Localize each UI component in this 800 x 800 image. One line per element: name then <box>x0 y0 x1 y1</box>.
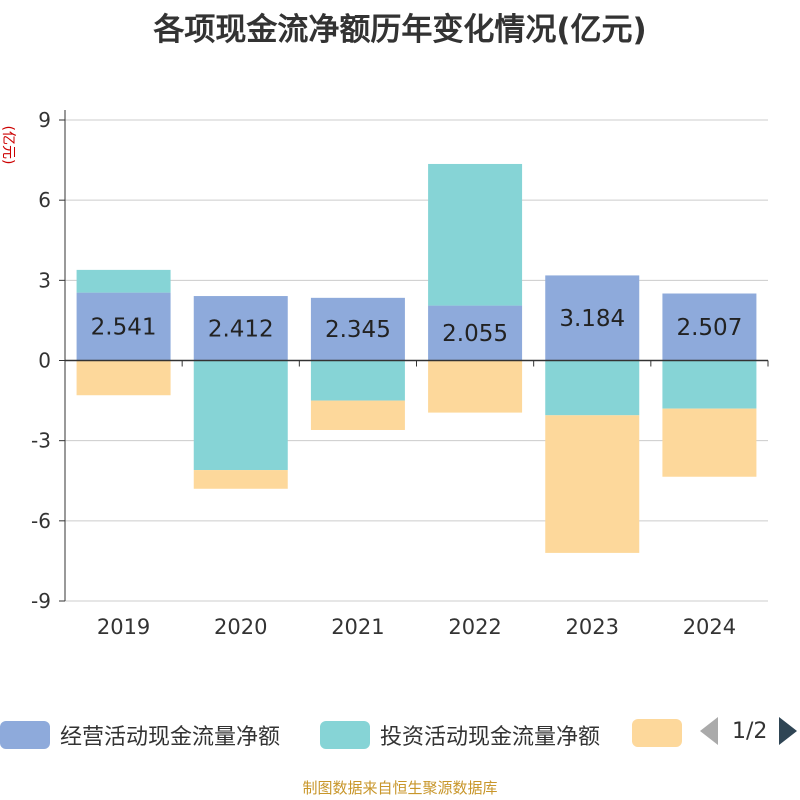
legend-item-operating[interactable]: 经营活动现金流量净额 <box>0 719 280 751</box>
bar-value-label: 2.345 <box>325 317 391 343</box>
y-tick-label: -6 <box>31 509 51 533</box>
bar-value-label: 2.541 <box>91 315 157 341</box>
y-tick-label: 0 <box>38 349 51 373</box>
legend-pager: 1/2 <box>700 717 798 745</box>
bar-series-1-2024 <box>662 360 757 409</box>
y-tick-label: 9 <box>38 108 51 132</box>
y-tick-label: 6 <box>38 188 51 212</box>
bar-chart: -9 -6 -3 0 3 6 9 (亿元) 2.541 2.412 2.345 2.055 3.184 2… <box>0 108 769 639</box>
bar-series-1-2019 <box>76 269 171 293</box>
bar-series-0-2023 <box>545 275 640 361</box>
bar-series-2-2020 <box>193 470 288 489</box>
bar-series-1-2022 <box>428 163 523 306</box>
y-tick-label: -3 <box>31 429 51 453</box>
x-category-label: 2023 <box>566 615 619 639</box>
y-axis-unit-label: (亿元) <box>0 126 16 165</box>
legend-swatch-operating <box>0 721 50 749</box>
legend: 经营活动现金流量净额 投资活动现金流量净额 1/2 <box>0 715 800 755</box>
bar-series-2-2024 <box>662 408 757 477</box>
bar-value-label: 3.184 <box>559 306 625 332</box>
legend-page-indicator: 1/2 <box>732 718 768 744</box>
bar-value-label: 2.507 <box>676 315 742 341</box>
x-category-label: 2021 <box>331 615 384 639</box>
legend-item-third[interactable] <box>632 719 682 747</box>
legend-item-investing[interactable]: 投资活动现金流量净额 <box>320 719 600 751</box>
x-category-label: 2020 <box>214 615 267 639</box>
bar-series-1-2020 <box>193 360 288 471</box>
x-category-label: 2024 <box>683 615 736 639</box>
bar-series-0-2024 <box>662 293 757 361</box>
bar-series-0-2021 <box>310 297 405 361</box>
bar-series-2-2021 <box>310 400 405 430</box>
legend-swatch-third <box>632 719 682 747</box>
legend-label-investing: 投资活动现金流量净额 <box>380 725 601 750</box>
legend-swatch-investing <box>320 721 370 749</box>
bar-series-0-2019 <box>76 292 171 361</box>
bar-series-2-2023 <box>545 415 640 553</box>
bar-series-1-2023 <box>545 360 640 416</box>
legend-next-arrow-icon[interactable] <box>779 717 798 745</box>
chart-title: 各项现金流净额历年变化情况(亿元) <box>153 12 647 48</box>
y-tick-label: -9 <box>31 589 51 613</box>
bar-series-0-2020 <box>193 296 288 361</box>
legend-label-operating: 经营活动现金流量净额 <box>60 725 281 750</box>
bar-series-2-2022 <box>428 360 523 413</box>
bar-series-0-2022 <box>428 305 523 361</box>
x-category-label: 2022 <box>448 615 501 639</box>
legend-prev-arrow-icon[interactable] <box>700 717 718 745</box>
source-note: 制图数据来自恒生聚源数据库 <box>302 779 498 797</box>
bar-series-1-2021 <box>310 360 405 401</box>
bar-value-label: 2.412 <box>208 316 274 342</box>
bar-series-2-2019 <box>76 360 171 396</box>
x-category-label: 2019 <box>97 615 150 639</box>
y-tick-label: 3 <box>38 268 51 292</box>
bar-value-label: 2.055 <box>442 321 508 347</box>
